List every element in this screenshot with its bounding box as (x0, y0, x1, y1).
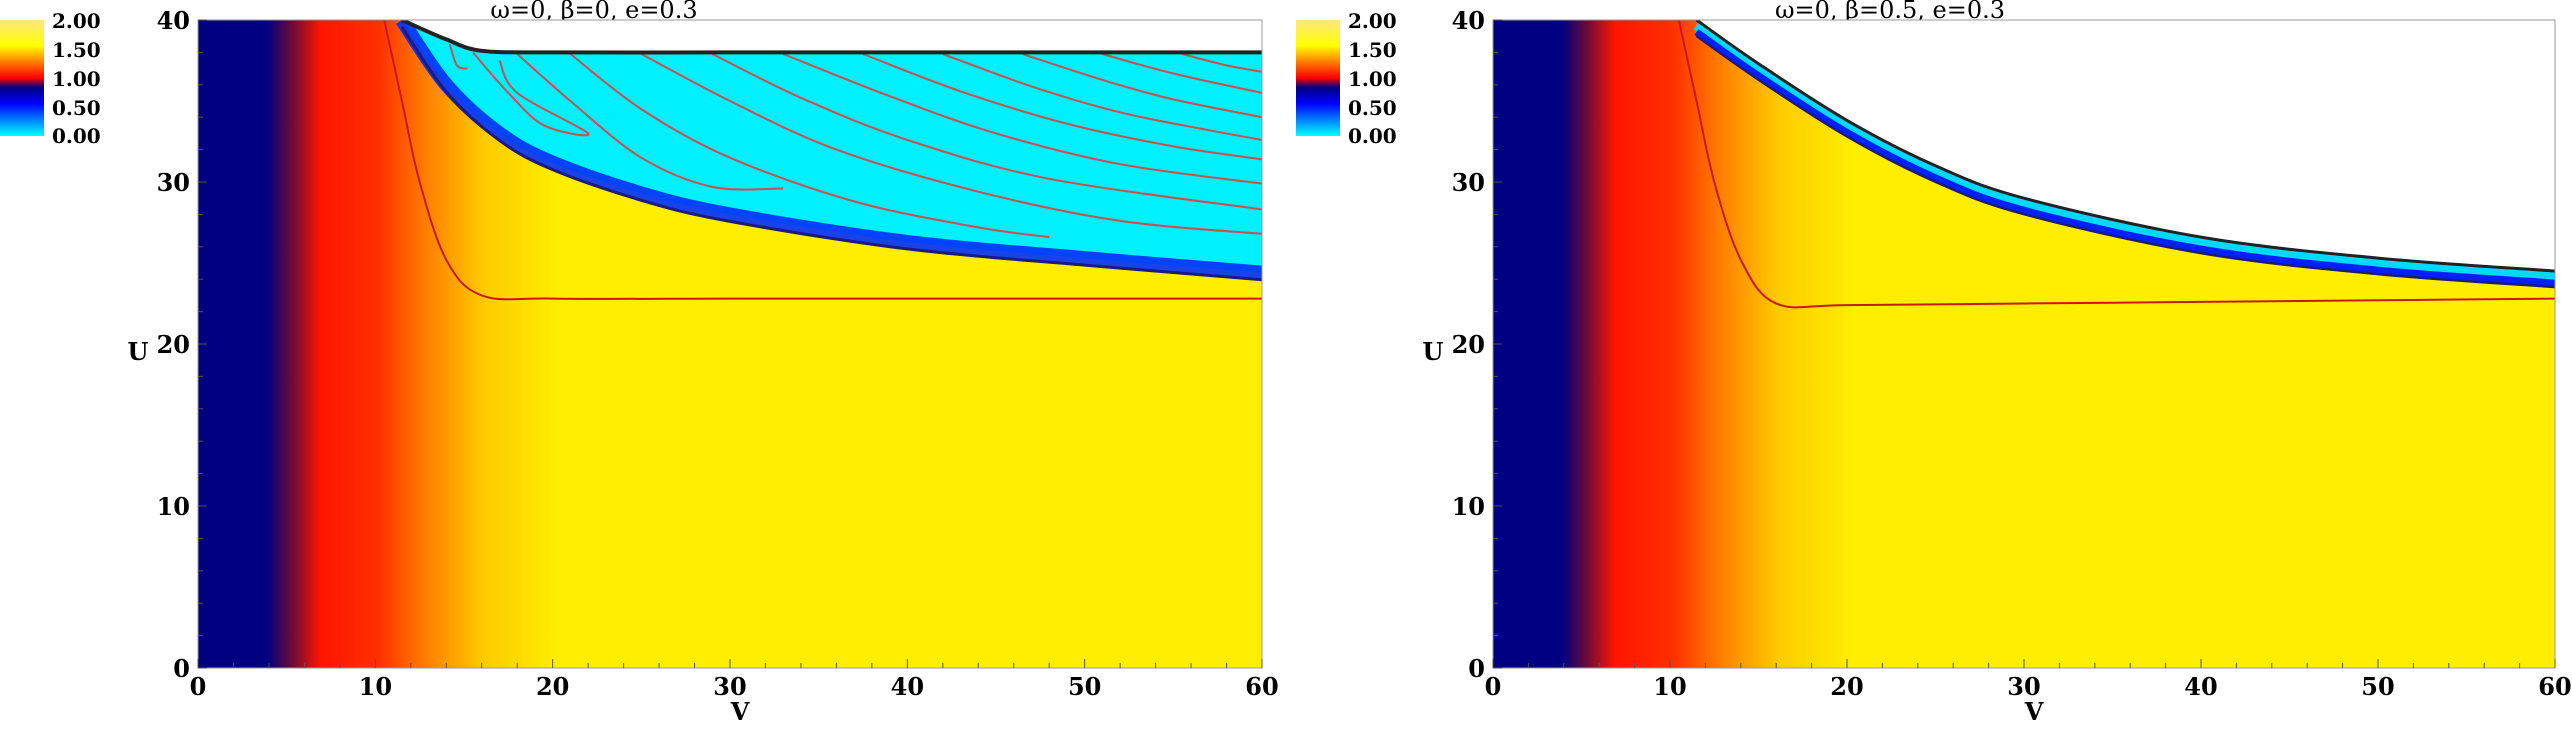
contour-streak (1102, 53, 1262, 94)
plot-2-x-tick-label: 0 (1485, 672, 1502, 701)
plot-2: ω=0, β=0.5, e=0.3 0 10 20 30 40 50 60 0 … (1423, 0, 2572, 726)
contour-streak (711, 53, 1262, 211)
plot-1-y-axis-label: U (128, 337, 149, 366)
plot-2-x-tick-label: 40 (2184, 672, 2217, 701)
plot-1-field (198, 20, 1262, 668)
plot-2-y-tick-label: 0 (1468, 654, 1485, 683)
plot-2-x-tick-label: 30 (2007, 672, 2040, 701)
contour-streak (942, 53, 1262, 141)
colorbar-1-tick-label: 1.50 (52, 38, 101, 62)
domain-boundary (401, 20, 1262, 55)
plot-1-x-axis-label: V (730, 697, 750, 726)
plot-2-y-tick-labels: 0 10 20 30 40 (1452, 6, 1485, 683)
plot-1-y-tick-label: 10 (157, 492, 190, 521)
colorbar-1-tick-label: 1.00 (52, 67, 101, 91)
colorbar-2-tick-label: 1.50 (1348, 38, 1397, 62)
plot-2-x-tick-labels: 0 10 20 30 40 50 60 (1485, 672, 2572, 701)
outside-domain (1696, 20, 2555, 272)
contour-streak (1022, 53, 1262, 119)
blue-band-dark (1694, 29, 2555, 287)
dark-edge (400, 26, 1262, 282)
plot-2-x-tick-label: 50 (2361, 672, 2394, 701)
contour-streak (569, 53, 1050, 239)
plot-1-x-tick-label: 0 (190, 672, 207, 701)
plot-1-y-tick-labels: 0 10 20 30 40 (157, 6, 190, 683)
contour-streak (782, 53, 1262, 185)
plot-1-x-tick-labels: 0 10 20 30 40 50 60 (190, 672, 1279, 701)
plot-1-ticks (197, 19, 1263, 669)
plot-1-y-tick-label: 40 (157, 6, 190, 35)
blue-band (396, 20, 1262, 280)
colorbar-2-gradient (1296, 20, 1340, 136)
level-curve (383, 20, 1262, 301)
plot-2-x-tick-label: 20 (1830, 672, 1863, 701)
plot-2-x-tick-label: 60 (2538, 672, 2571, 701)
colorbar-2-tick-label: 0.50 (1348, 96, 1397, 120)
contour-streak (448, 43, 468, 70)
colorbar-1-gradient (0, 20, 44, 136)
plot-2-x-tick-label: 10 (1653, 672, 1686, 701)
colorbar-2: 2.00 1.50 1.00 0.50 0.00 (1296, 9, 1397, 148)
outside-domain (401, 20, 1262, 53)
contour-streak (1181, 53, 1262, 73)
plot-1-x-tick-label: 20 (536, 672, 569, 701)
plot-2-y-tick-label: 30 (1452, 168, 1485, 197)
domain-boundary (1695, 20, 2555, 273)
plot-1: ω=0, β=0, e=0.3 0 10 20 30 40 50 60 0 10… (128, 0, 1279, 726)
plot-2-contours (1677, 20, 2555, 309)
colorbar-1-tick-label: 2.00 (52, 9, 101, 33)
plot-1-contours (383, 20, 1262, 301)
contour-streak (640, 53, 1262, 235)
plot-2-y-axis-label: U (1423, 337, 1444, 366)
plot-1-y-tick-label: 0 (173, 654, 190, 683)
level-curve (1677, 20, 2555, 309)
dark-edge (1695, 34, 2555, 289)
contour-streak (862, 53, 1262, 161)
colorbar-1-tick-label: 0.00 (52, 124, 101, 148)
plot-1-x-tick-label: 40 (891, 672, 924, 701)
plot-2-x-axis-label: V (2024, 697, 2044, 726)
plot-1-y-tick-label: 20 (157, 330, 190, 359)
plot-2-ticks (1492, 19, 2556, 669)
plot-2-y-tick-label: 10 (1452, 492, 1485, 521)
contour-streak (516, 53, 784, 191)
colorbar-2-ticks: 2.00 1.50 1.00 0.50 0.00 (1348, 9, 1397, 148)
plot-1-x-tick-label: 10 (359, 672, 392, 701)
plot-1-y-tick-label: 30 (157, 168, 190, 197)
plot-2-field (1493, 20, 2555, 668)
plot-1-x-tick-label: 50 (1068, 672, 1101, 701)
plot-2-y-tick-label: 40 (1452, 6, 1485, 35)
blue-band (1693, 20, 2555, 282)
colorbar-2-tick-label: 2.00 (1348, 9, 1397, 33)
colorbar-1-tick-label: 0.50 (52, 96, 101, 120)
colorbar-2-tick-label: 1.00 (1348, 67, 1397, 91)
colorbar-1-ticks: 2.00 1.50 1.00 0.50 0.00 (52, 9, 101, 148)
plot-1-x-tick-label: 60 (1245, 672, 1278, 701)
colorbar-1: 2.00 1.50 1.00 0.50 0.00 (0, 9, 101, 148)
plot-1-x-tick-label: 30 (713, 672, 746, 701)
colorbar-2-tick-label: 0.00 (1348, 124, 1397, 148)
plot-2-y-tick-label: 20 (1452, 330, 1485, 359)
cyan-region (401, 20, 1262, 273)
contour-streak (472, 51, 590, 137)
